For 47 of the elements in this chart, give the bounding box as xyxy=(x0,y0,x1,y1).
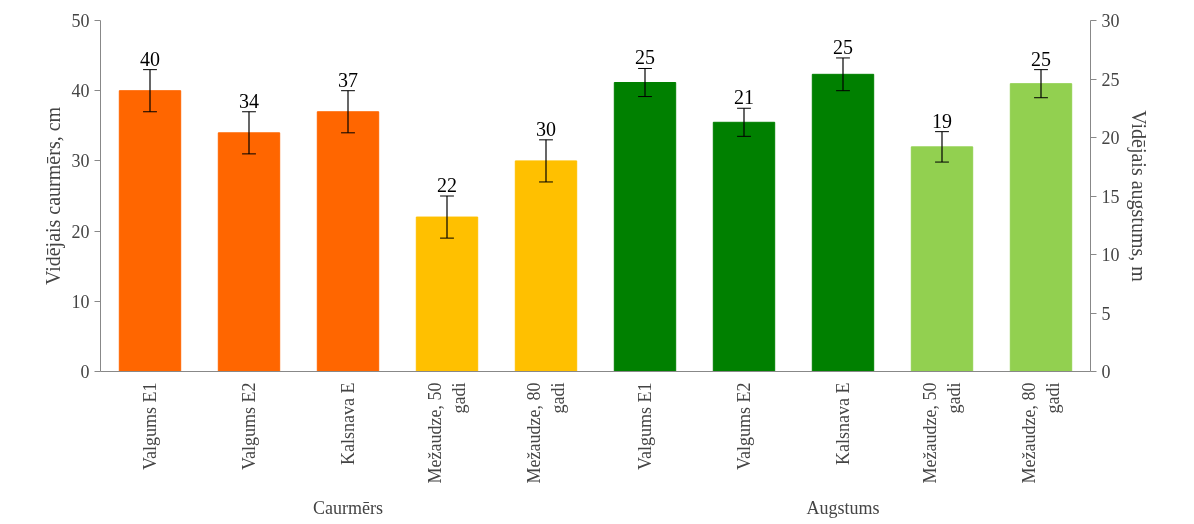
bar xyxy=(1009,83,1073,372)
y2-tick-label: 10 xyxy=(1101,245,1120,265)
bar xyxy=(712,121,776,372)
data-label: 40 xyxy=(140,47,160,70)
x-tick-label: Kalsnava E xyxy=(338,382,358,465)
y2-tick-label: 15 xyxy=(1101,186,1120,207)
x-tick-label: Valgums E2 xyxy=(734,382,754,470)
bar xyxy=(811,73,875,372)
x-tick-label: Mežaudze, 80 gadi xyxy=(524,382,568,484)
y2-tick-label: 5 xyxy=(1101,303,1111,324)
x-tick-label: Mežaudze, 50 gadi xyxy=(920,382,964,484)
y-tick-label: 30 xyxy=(71,151,90,172)
y-tick-label: 20 xyxy=(71,221,90,242)
x-tick-label: Valgums E1 xyxy=(635,382,655,470)
data-label: 19 xyxy=(932,109,952,132)
data-label: 25 xyxy=(635,46,655,69)
data-label: 25 xyxy=(833,35,853,58)
y-tick-label: 0 xyxy=(80,362,90,382)
data-label: 21 xyxy=(734,86,754,109)
bar xyxy=(316,111,380,372)
x-tick-label: Mežaudze, 50 gadi xyxy=(425,382,469,484)
y2-tick-label: 0 xyxy=(1101,362,1111,382)
y2-tick-label: 20 xyxy=(1101,128,1120,148)
text: Augstums xyxy=(806,497,880,518)
text: Caurmērs xyxy=(313,497,383,518)
bar xyxy=(514,160,578,372)
bar xyxy=(910,146,974,372)
x-tick-label: Valgums E2 xyxy=(239,382,259,470)
y-tick-label: 10 xyxy=(71,291,90,312)
bar xyxy=(415,216,479,372)
bar xyxy=(217,132,281,372)
data-label: 30 xyxy=(536,117,556,140)
y-tick-label: 40 xyxy=(71,81,90,102)
bar xyxy=(613,82,677,372)
y2-tick-label: 25 xyxy=(1101,69,1120,90)
data-label: 25 xyxy=(1031,47,1051,70)
y2-axis-title: Vidējais augstums, m xyxy=(1126,110,1150,283)
y-axis-title: Vidējais caurmērs, cm xyxy=(41,106,65,286)
x-tick-label: Mežaudze, 80 gadi xyxy=(1019,382,1063,484)
data-label: 37 xyxy=(338,68,358,91)
data-label: 22 xyxy=(437,174,457,196)
y-tick-label: 50 xyxy=(71,11,90,31)
y2-tick-label: 30 xyxy=(1101,11,1120,31)
x-tick-label: Kalsnava E xyxy=(833,382,853,465)
data-label: 34 xyxy=(239,89,259,112)
bar xyxy=(118,90,182,372)
x-tick-label: Valgums E1 xyxy=(140,382,160,470)
